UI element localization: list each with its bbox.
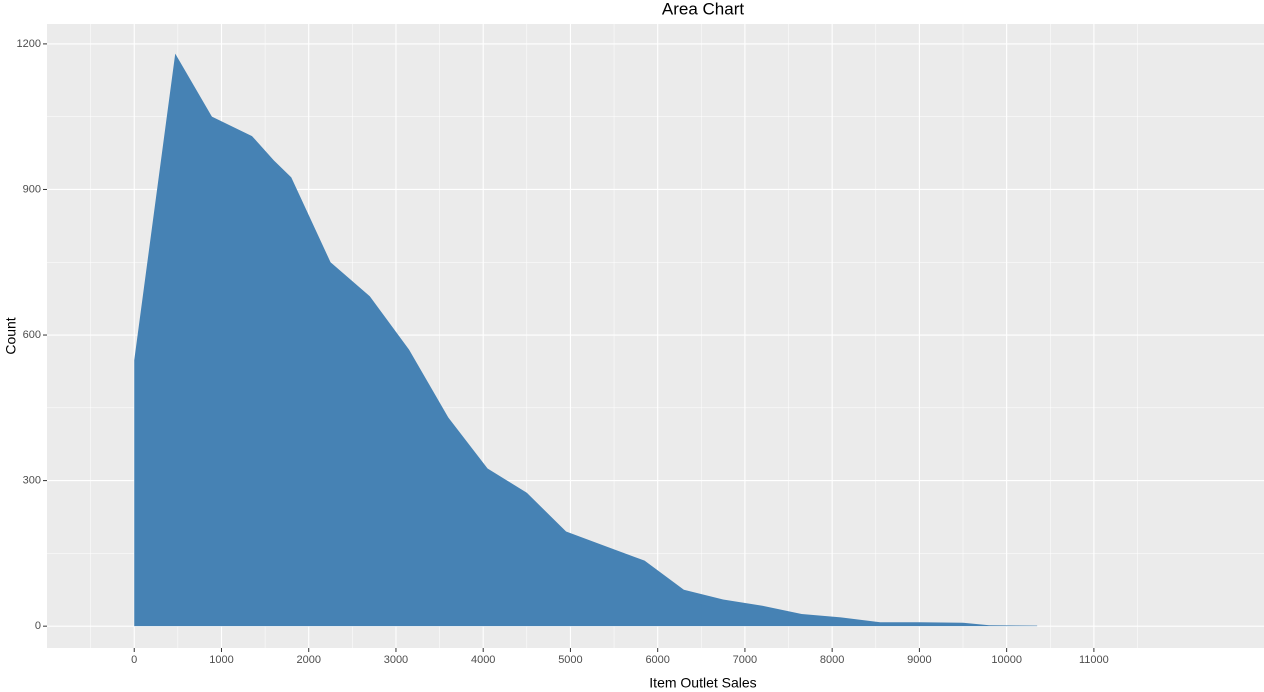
y-tick-label: 900 xyxy=(23,183,41,195)
x-tick-label: 9000 xyxy=(907,654,931,666)
y-tick-label: 300 xyxy=(23,475,41,487)
y-axis-title: Count xyxy=(3,317,19,354)
x-tick-label: 4000 xyxy=(471,654,495,666)
x-tick-label: 5000 xyxy=(558,654,582,666)
y-tick-label: 1200 xyxy=(17,38,41,50)
y-tick-label: 0 xyxy=(35,620,41,632)
chart-title: Area Chart xyxy=(662,0,744,18)
y-tick-label: 600 xyxy=(23,329,41,341)
x-tick-label: 6000 xyxy=(645,654,669,666)
x-tick-label: 3000 xyxy=(384,654,408,666)
x-tick-label: 2000 xyxy=(296,654,320,666)
x-tick-label: 8000 xyxy=(820,654,844,666)
x-tick-label: 1000 xyxy=(209,654,233,666)
x-tick-label: 11000 xyxy=(1079,654,1109,666)
x-tick-label: 10000 xyxy=(991,654,1022,666)
area xyxy=(134,53,1038,627)
x-axis-title: Item Outlet Sales xyxy=(649,675,756,691)
x-tick-label: 0 xyxy=(131,654,137,666)
x-tick-label: 7000 xyxy=(733,654,757,666)
